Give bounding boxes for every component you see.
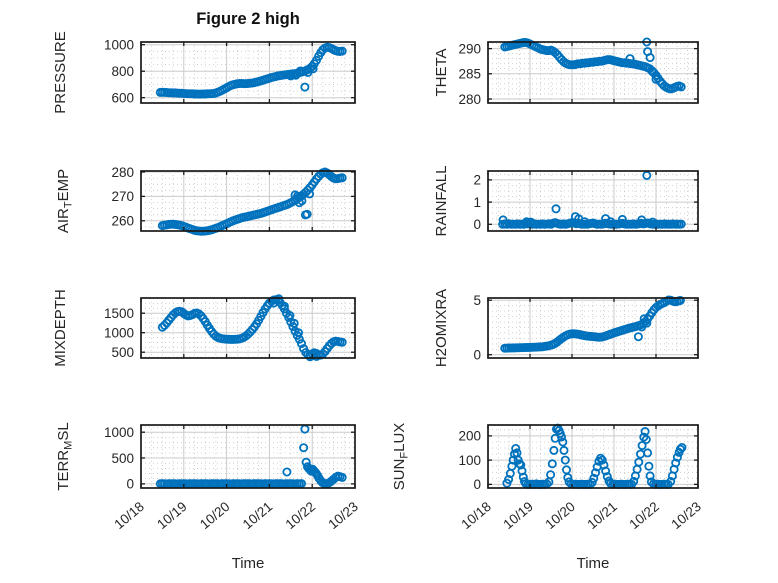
y-tick-label: 0 bbox=[473, 348, 481, 363]
subplot-rainfall: 0 1 2 RAINFALL bbox=[433, 166, 699, 237]
subplot-sun-flux: 0 100 200 SUNFLUX 10/18 10/19 10/20 10/21 10/22 1… bbox=[391, 423, 704, 572]
y-axis-label: RAINFALL bbox=[433, 166, 450, 237]
axes-box bbox=[487, 297, 699, 359]
tick-marks bbox=[487, 42, 699, 103]
y-axis-label: H2OMIXRA bbox=[433, 289, 450, 367]
y-tick-label: 500 bbox=[111, 451, 134, 466]
x-tick-label: 10/18 bbox=[458, 499, 494, 532]
x-tick-label: 10/23 bbox=[325, 499, 361, 532]
y-tick-label: 1000 bbox=[104, 38, 134, 53]
y-tick-label: 0 bbox=[126, 477, 134, 492]
axes-box bbox=[140, 424, 356, 489]
y-tick-label: 0 bbox=[473, 217, 481, 232]
x-tick-label: 10/22 bbox=[283, 499, 319, 532]
y-tick-label: 1 bbox=[473, 195, 481, 210]
tick-marks bbox=[140, 425, 356, 488]
x-tick-label: 10/20 bbox=[542, 499, 578, 532]
y-tick-label: 5 bbox=[473, 293, 481, 308]
major-grid bbox=[141, 42, 355, 103]
y-axis-label: THETA bbox=[433, 48, 450, 96]
y-tick-label: 1500 bbox=[104, 306, 134, 321]
axes-box bbox=[487, 170, 699, 232]
subplot-h2omixra: 0 5 H2OMIXRA bbox=[433, 289, 699, 367]
y-tick-label: 1000 bbox=[104, 326, 134, 341]
subplot-theta: 280 285 290 THETA bbox=[433, 37, 699, 107]
figure-title: Figure 2 high bbox=[196, 10, 300, 28]
axes-box bbox=[140, 297, 356, 359]
data-points bbox=[498, 170, 686, 229]
y-tick-label: 100 bbox=[458, 453, 481, 468]
y-axis-label: TERRMSL bbox=[55, 422, 75, 490]
tick-marks bbox=[140, 298, 356, 358]
subplot-mixdepth: 500 1000 1500 MIXDEPTH bbox=[52, 289, 356, 367]
x-tick-label: 10/19 bbox=[500, 499, 536, 532]
y-tick-label: 260 bbox=[111, 214, 134, 229]
y-tick-label: 500 bbox=[111, 345, 134, 360]
x-tick-label: 10/21 bbox=[240, 499, 276, 532]
y-axis-label: AIRTEMP bbox=[55, 169, 75, 233]
y-tick-label: 600 bbox=[111, 91, 134, 106]
y-tick-label: 285 bbox=[458, 67, 481, 82]
tick-marks bbox=[140, 171, 356, 231]
tick-marks bbox=[487, 298, 699, 358]
y-tick-label: 290 bbox=[458, 41, 481, 56]
axes-box bbox=[140, 170, 356, 232]
x-tick-label: 10/22 bbox=[626, 499, 662, 532]
y-tick-label: 800 bbox=[111, 64, 134, 79]
y-axis-label: MIXDEPTH bbox=[52, 289, 69, 367]
y-tick-label: 280 bbox=[458, 92, 481, 107]
tick-marks bbox=[487, 425, 699, 488]
data-points bbox=[500, 295, 685, 353]
x-axis-title: Time bbox=[232, 555, 265, 572]
x-tick-label: 10/19 bbox=[154, 499, 190, 532]
data-points bbox=[157, 294, 347, 362]
subplot-air-temp: 260 270 280 AIRTEMP bbox=[55, 165, 356, 236]
y-tick-label: 1000 bbox=[104, 425, 134, 440]
y-axis-label: SUNFLUX bbox=[391, 423, 411, 491]
axes-box bbox=[487, 41, 699, 104]
y-tick-label: 2 bbox=[473, 173, 481, 188]
axes-box bbox=[487, 424, 699, 489]
y-tick-label: 0 bbox=[473, 477, 481, 492]
y-axis-label: PRESSURE bbox=[52, 31, 69, 114]
tick-marks bbox=[487, 171, 699, 231]
subplot-terr-msl: 0 500 1000 TERRMSL 10/18 10/19 10/20 10/21 10/22… bbox=[55, 422, 361, 572]
x-tick-label: 10/21 bbox=[584, 499, 620, 532]
x-axis-title: Time bbox=[577, 555, 610, 572]
subplot-pressure: 600 800 1000 PRESSURE bbox=[52, 31, 356, 114]
tick-marks bbox=[140, 42, 356, 103]
x-tick-label: 10/20 bbox=[197, 499, 233, 532]
plot-area bbox=[488, 42, 698, 103]
y-tick-label: 280 bbox=[111, 165, 134, 180]
y-tick-label: 200 bbox=[458, 429, 481, 444]
axes-box bbox=[140, 41, 356, 104]
x-tick-label: 10/23 bbox=[668, 499, 704, 532]
data-points bbox=[155, 42, 347, 99]
y-tick-label: 270 bbox=[111, 189, 134, 204]
x-tick-label: 10/18 bbox=[111, 499, 147, 532]
